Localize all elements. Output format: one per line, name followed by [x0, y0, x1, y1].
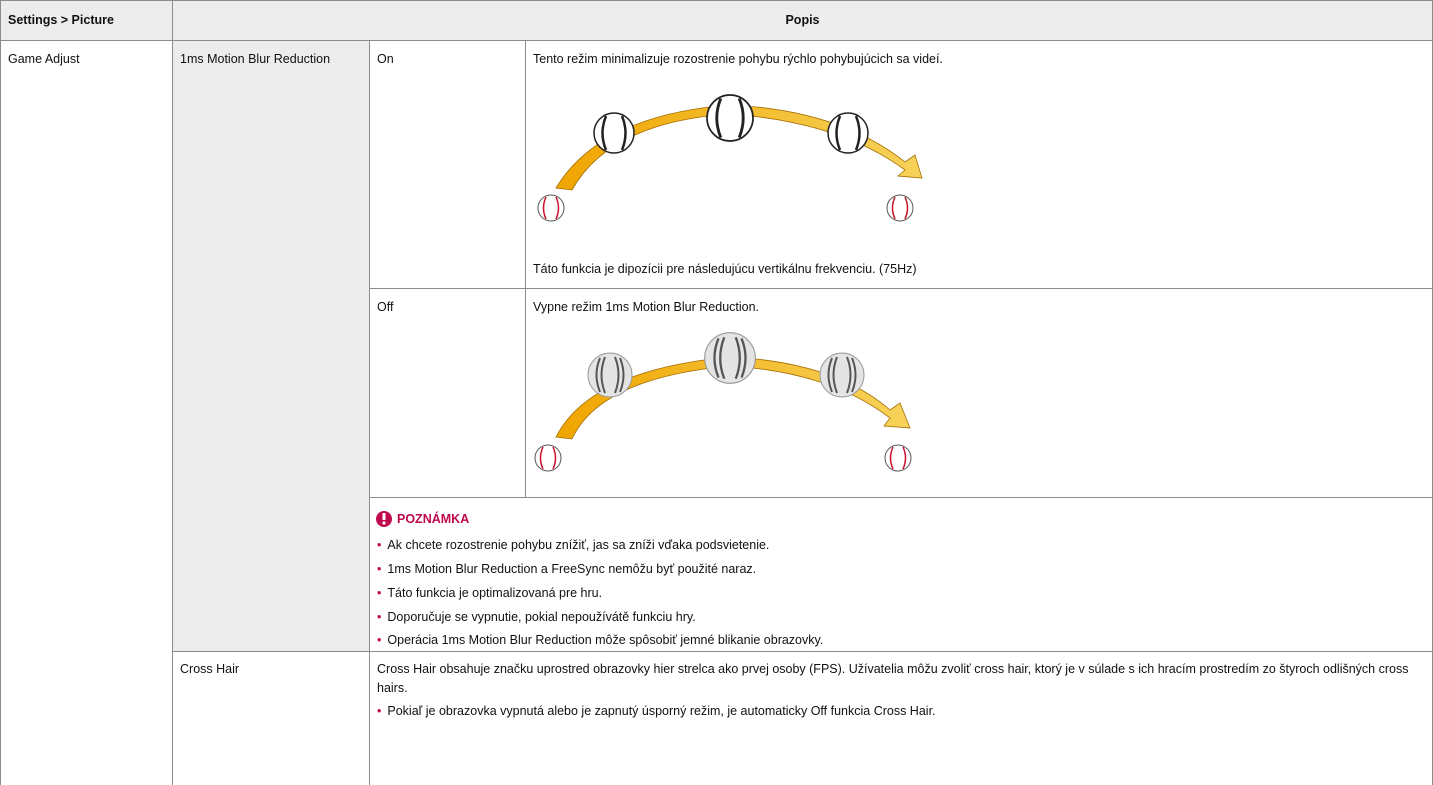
rule — [0, 40, 1433, 41]
header-bg — [0, 0, 1433, 40]
rule — [172, 0, 173, 785]
cell: Game Adjust — [8, 52, 80, 66]
note-item: Doporučuje se vypnutie, pokial nepoužívá… — [377, 608, 695, 627]
cell: Vypne režim 1ms Motion Blur Reduction. — [533, 300, 760, 314]
note-item: Ak chcete rozostrenie pohybu znížiť, jas… — [377, 536, 769, 555]
rule — [0, 0, 1, 785]
rule — [369, 40, 370, 785]
cell: Cross Hair obsahuje značku uprostred obr… — [377, 662, 1409, 695]
illustration-off — [534, 331, 912, 472]
column-bg — [172, 40, 369, 651]
cell: On — [377, 52, 394, 66]
cell: Táto funkcia je dipozícii pre následujúc… — [533, 262, 917, 276]
cell: 1ms Motion Blur Reduction — [180, 52, 331, 66]
note-icon — [376, 511, 392, 527]
cell: Cross Hair — [180, 662, 240, 676]
rule — [369, 288, 1433, 289]
note-item: Táto funkcia je optimalizovaná pre hru. — [377, 584, 602, 603]
illustration-on — [537, 93, 923, 222]
cell: Off — [377, 300, 394, 314]
rule — [172, 651, 1433, 652]
header-cell: Settings > Picture — [8, 13, 114, 27]
header-cell: Popis — [785, 13, 820, 27]
rule — [369, 497, 1433, 498]
note-item: 1ms Motion Blur Reduction a FreeSync nem… — [377, 560, 756, 579]
note-item: Operácia 1ms Motion Blur Reduction môže … — [377, 631, 823, 650]
rule — [525, 40, 526, 497]
bullet-item: Pokiaľ je obrazovka vypnutá alebo je zap… — [377, 702, 935, 721]
note-title: POZNÁMKA — [397, 512, 470, 526]
cell: Tento režim minimalizuje rozostrenie poh… — [533, 52, 943, 66]
rule — [0, 0, 1433, 1]
